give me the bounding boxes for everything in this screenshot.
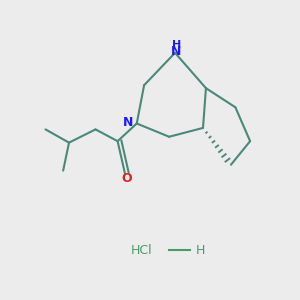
Text: N: N: [123, 116, 134, 128]
Text: N: N: [171, 45, 182, 58]
Text: O: O: [121, 172, 132, 185]
Text: H: H: [172, 40, 181, 50]
Text: HCl: HCl: [130, 244, 152, 256]
Text: H: H: [195, 244, 205, 256]
